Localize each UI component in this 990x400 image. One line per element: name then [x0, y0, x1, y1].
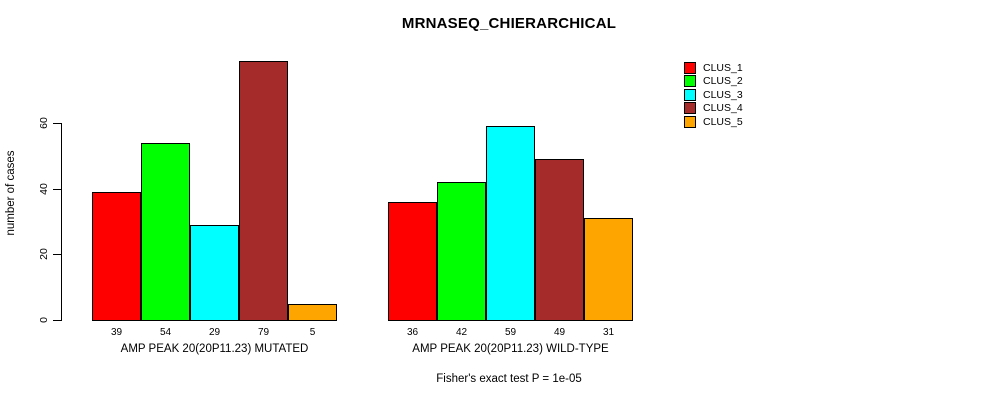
bar-value-label: 59	[504, 327, 517, 338]
bar-value-label: 79	[257, 327, 270, 338]
bar-clus_2-group1	[141, 143, 190, 321]
legend-label-clus_5: CLUS_5	[703, 115, 743, 128]
footnote-text: Fisher's exact test P = 1e-05	[436, 373, 582, 385]
legend-swatch-clus_1	[684, 62, 696, 74]
legend-swatch-clus_4	[684, 102, 696, 115]
bar-clus_1-group1	[92, 192, 141, 321]
legend-label-clus_4: CLUS_4	[703, 102, 743, 115]
bar-clus_3-group1	[190, 225, 239, 321]
y-tick-label: 60	[38, 117, 50, 129]
legend-swatch-clus_3	[684, 88, 696, 101]
bar-value-label: 36	[406, 327, 419, 338]
bar-value-label: 31	[602, 327, 615, 338]
chart-title: MRNASEQ_CHIERARCHICAL	[401, 15, 617, 32]
bar-value-label: 42	[455, 327, 468, 338]
bar-value-label: 5	[309, 327, 316, 338]
y-axis-line	[61, 123, 62, 321]
legend-swatch-clus_5	[684, 115, 696, 128]
y-axis-label: number of cases	[5, 150, 17, 236]
bar-value-label: 39	[110, 327, 123, 338]
bar-clus_4-group2	[535, 159, 584, 321]
bar-clus_1-group2	[388, 202, 437, 321]
legend-swatch-clus_2	[684, 75, 696, 88]
bar-clus_5-group2	[584, 218, 633, 321]
legend-label-clus_3: CLUS_3	[703, 88, 743, 101]
y-tick	[53, 123, 61, 124]
bar-value-label: 29	[208, 327, 221, 338]
y-tick	[53, 320, 61, 321]
y-tick-label: 0	[38, 317, 50, 323]
y-tick	[53, 188, 61, 190]
legend-label-clus_1: CLUS_1	[703, 62, 743, 74]
group-label-2: AMP PEAK 20(20P11.23) WILD-TYPE	[412, 343, 609, 355]
bar-clus_2-group2	[437, 182, 486, 321]
legend-label-clus_2: CLUS_2	[703, 75, 743, 88]
bar-clus_4-group1	[239, 61, 288, 321]
y-tick-label: 40	[38, 182, 50, 195]
bar-value-label: 54	[159, 327, 172, 338]
bar-clus_3-group2	[486, 126, 535, 321]
bar-clus_5-group1	[288, 304, 337, 321]
y-tick	[53, 254, 61, 256]
y-tick-label: 20	[38, 248, 50, 261]
bar-value-label: 49	[553, 327, 566, 338]
group-label-1: AMP PEAK 20(20P11.23) MUTATED	[120, 343, 309, 355]
